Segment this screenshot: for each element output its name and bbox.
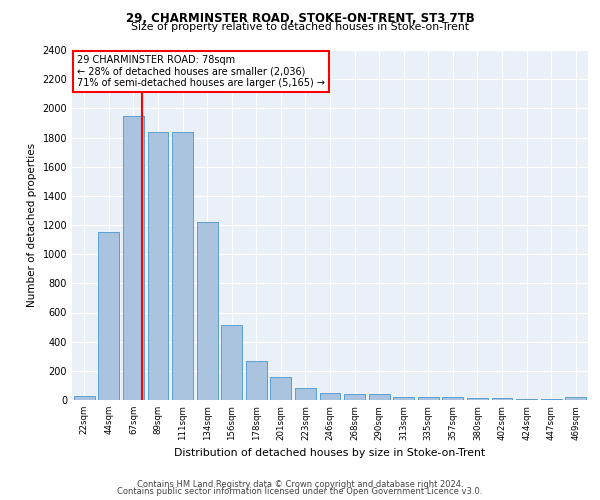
Bar [320,394,340,400]
Text: Size of property relative to detached houses in Stoke-on-Trent: Size of property relative to detached ho… [131,22,469,32]
Y-axis label: Number of detached properties: Number of detached properties [27,143,37,307]
Bar [246,362,267,400]
Text: Contains public sector information licensed under the Open Government Licence v3: Contains public sector information licen… [118,488,482,496]
Bar [393,397,414,400]
Bar [344,394,365,400]
Bar [442,398,463,400]
Bar [368,394,389,400]
Bar [295,388,316,400]
Bar [74,396,95,400]
Bar [123,116,144,400]
Bar [172,132,193,400]
Bar [418,397,439,400]
Bar [491,398,512,400]
Bar [541,398,562,400]
X-axis label: Distribution of detached houses by size in Stoke-on-Trent: Distribution of detached houses by size … [175,448,485,458]
Text: 29, CHARMINSTER ROAD, STOKE-ON-TRENT, ST3 7TB: 29, CHARMINSTER ROAD, STOKE-ON-TRENT, ST… [125,12,475,26]
Text: 29 CHARMINSTER ROAD: 78sqm
← 28% of detached houses are smaller (2,036)
71% of s: 29 CHARMINSTER ROAD: 78sqm ← 28% of deta… [77,56,325,88]
Text: Contains HM Land Registry data © Crown copyright and database right 2024.: Contains HM Land Registry data © Crown c… [137,480,463,489]
Bar [197,222,218,400]
Bar [98,232,119,400]
Bar [516,398,537,400]
Bar [271,378,292,400]
Bar [148,132,169,400]
Bar [221,325,242,400]
Bar [467,398,488,400]
Bar [565,397,586,400]
